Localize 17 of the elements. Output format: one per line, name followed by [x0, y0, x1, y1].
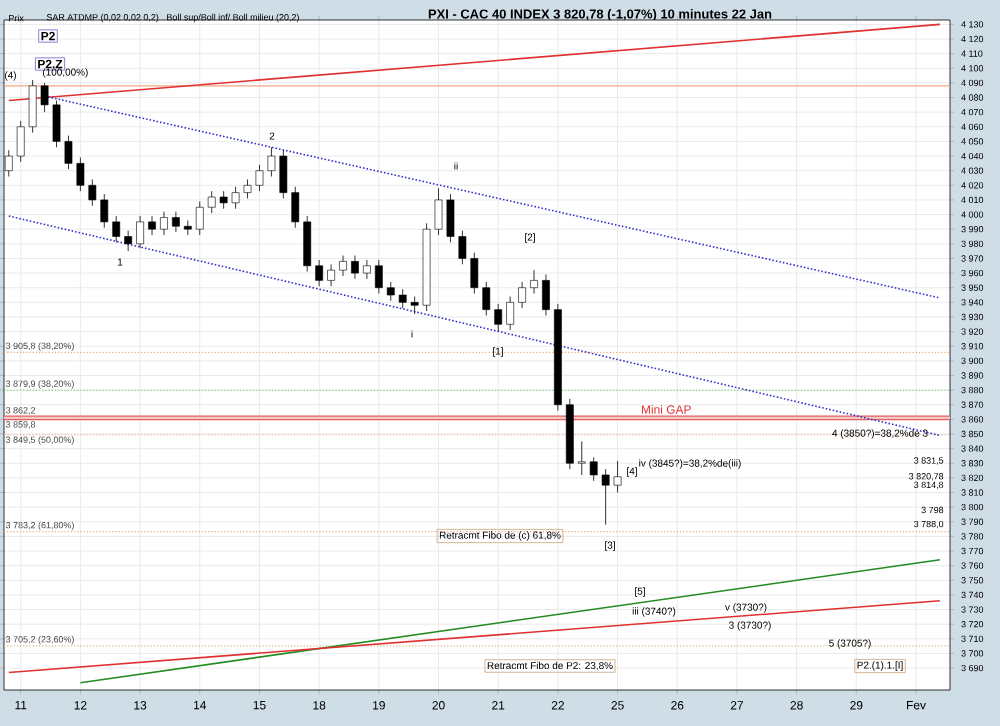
candlestick	[124, 230, 133, 252]
candlestick	[160, 211, 168, 236]
candlestick	[148, 215, 156, 236]
candlestick	[542, 274, 550, 316]
candlestick	[363, 259, 371, 280]
candlestick	[327, 263, 335, 287]
candlestick	[339, 255, 347, 277]
candlestick	[315, 259, 324, 287]
candlestick	[530, 269, 538, 294]
candlestick	[518, 281, 526, 309]
candlestick	[136, 215, 144, 249]
candlestick	[183, 220, 192, 236]
candlestick	[172, 211, 180, 233]
candlestick	[374, 259, 383, 294]
candlestick	[494, 303, 503, 332]
candlestick	[351, 255, 359, 280]
candlestick	[506, 296, 515, 331]
